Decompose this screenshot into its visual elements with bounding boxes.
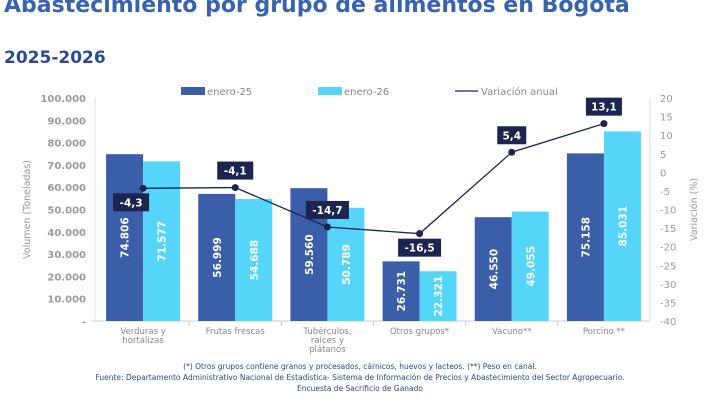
y-axis-title: Volumen (Toneladas) — [22, 160, 33, 259]
variation-point — [323, 223, 331, 231]
variation-data-label: -4,1 — [224, 166, 247, 178]
legend-swatch-enero-26 — [318, 87, 342, 95]
x-tick-label: Frutas frescas — [206, 327, 266, 337]
bar-enero-26 — [419, 271, 457, 321]
chart-subtitle: 2025-2026 — [4, 48, 106, 68]
y2-tick-label: -5 — [660, 187, 670, 198]
bar-data-label: 75.158 — [580, 217, 592, 258]
y-tick-label: 60.000 — [47, 183, 86, 194]
x-tick-label: Tubérculos, — [302, 326, 351, 337]
x-tick-label: plátanos — [309, 345, 346, 355]
y2-tick-label: 15 — [660, 113, 673, 124]
legend-label: Variación anual — [481, 86, 558, 98]
bar-enero-26 — [511, 211, 549, 321]
x-tick-label: Porcino ** — [583, 327, 625, 337]
y-tick-label: 70.000 — [47, 161, 86, 172]
variation-data-label: 13,1 — [591, 102, 617, 114]
footnote-1: (*) Otros grupos contiene granos y proce… — [183, 362, 537, 371]
variation-label-box — [585, 97, 622, 116]
y2-tick-label: -30 — [660, 280, 676, 291]
y2-tick-label: -10 — [660, 206, 676, 217]
x-tick-label: Verduras y — [120, 327, 165, 337]
y-tick-label: 20.000 — [47, 272, 86, 283]
chart-title: Abastecimiento por grupo de alimentos en… — [4, 0, 630, 18]
variation-line — [143, 123, 605, 235]
bar-data-label: 74.806 — [120, 217, 132, 258]
bar-data-label: 49.055 — [525, 246, 537, 287]
bar-data-label: 85.031 — [617, 206, 629, 247]
x-tick-label: raíces y — [311, 336, 344, 346]
y-tick-label: 80.000 — [47, 139, 86, 150]
bar-data-label: 71.577 — [157, 221, 169, 262]
variation-label-box — [305, 200, 349, 219]
y2-tick-label: 5 — [660, 150, 666, 161]
variation-point — [231, 184, 239, 192]
bar-data-label: 54.688 — [249, 240, 261, 281]
bar-enero-25 — [106, 154, 144, 321]
y-tick-label: 30.000 — [47, 250, 86, 261]
bar-data-label: 50.789 — [341, 244, 353, 285]
legend-label: enero-25 — [207, 87, 252, 98]
bar-enero-25 — [198, 193, 236, 321]
variation-label-box — [217, 161, 254, 180]
variation-data-label: -4,3 — [120, 197, 143, 209]
y2-tick-label: -40 — [660, 317, 676, 328]
legend-swatch-enero-25 — [181, 87, 205, 95]
bar-data-label: 46.550 — [488, 249, 500, 290]
y2-tick-label: 10 — [660, 131, 673, 142]
variation-data-label: 5,4 — [502, 130, 521, 142]
y2-tick-label: 0 — [660, 168, 666, 179]
variation-data-label: -14,7 — [312, 205, 342, 217]
variation-label-box — [113, 193, 150, 212]
y2-tick-label: -35 — [660, 298, 676, 309]
y-tick-label: 50.000 — [47, 206, 86, 217]
y-tick-label: - — [82, 317, 86, 328]
y2-tick-label: 20 — [660, 94, 673, 105]
x-tick-label: Otros grupos* — [390, 327, 449, 337]
bar-enero-26 — [603, 131, 641, 321]
variation-label-box — [398, 238, 442, 257]
y-tick-label: 40.000 — [47, 228, 86, 239]
y-tick-label: 10.000 — [47, 295, 86, 306]
y2-tick-label: -25 — [660, 261, 676, 272]
y-tick-label: 90.000 — [47, 116, 86, 127]
bar-data-label: 26.731 — [396, 271, 408, 312]
legend-label: enero-26 — [344, 87, 389, 98]
bar-data-label: 22.321 — [433, 276, 445, 317]
y-tick-label: 100.000 — [40, 94, 86, 105]
bar-enero-26 — [327, 207, 365, 321]
y2-axis-title: Variación (%) — [689, 178, 700, 241]
bar-data-label: 56.999 — [212, 237, 224, 278]
y2-tick-label: -20 — [660, 243, 676, 254]
footnote-3: Encuesta de Sacrificio de Ganado — [297, 384, 423, 393]
variation-data-label: -16,5 — [404, 243, 434, 255]
x-tick-label: hortalizas — [122, 336, 164, 346]
variation-label-box — [497, 126, 527, 145]
bar-enero-25 — [474, 217, 512, 321]
x-tick-label: Vacuno** — [492, 327, 532, 337]
variation-point — [139, 184, 147, 192]
variation-point — [508, 148, 516, 156]
bar-enero-25 — [382, 261, 420, 321]
y2-tick-label: -15 — [660, 224, 676, 235]
footnote-2: Fuente: Departamento Administrativo Naci… — [95, 373, 625, 382]
bar-enero-25 — [566, 153, 604, 321]
bar-enero-26 — [235, 199, 273, 321]
variation-point — [416, 230, 424, 238]
bar-data-label: 59.560 — [304, 234, 316, 275]
variation-point — [600, 120, 608, 128]
